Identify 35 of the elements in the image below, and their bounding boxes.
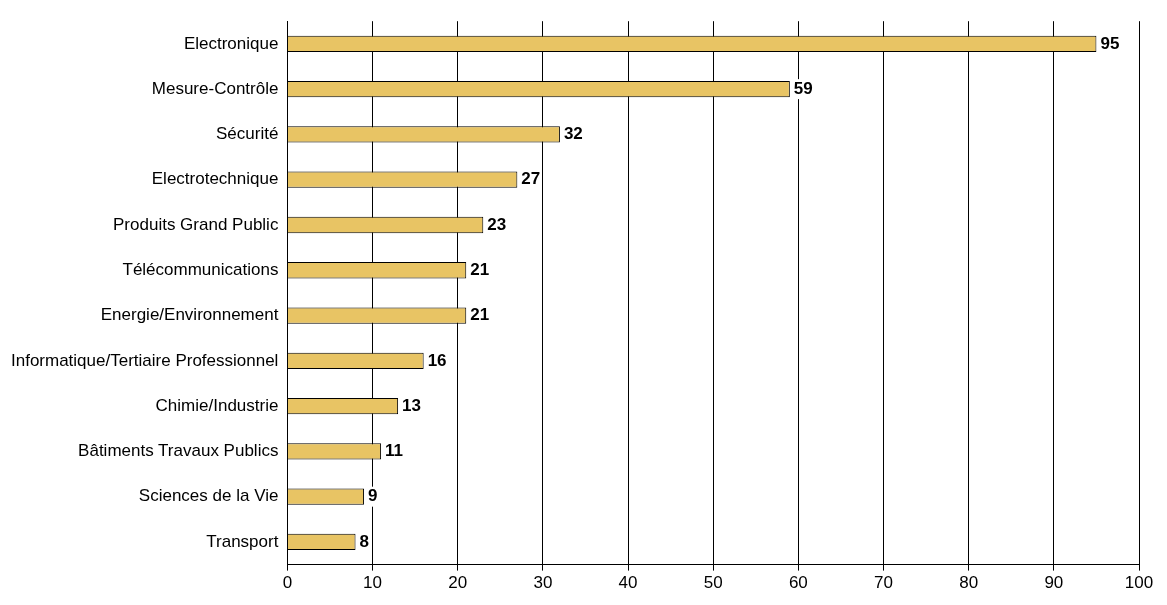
x-tick-label: 100 xyxy=(1124,573,1154,593)
y-tick-label: Informatique/Tertiaire Professionnel xyxy=(10,350,279,370)
x-tick-label: 70 xyxy=(874,573,893,593)
y-tick-label: Bâtiments Travaux Publics xyxy=(78,441,279,461)
data-label: 59 xyxy=(793,78,813,98)
y-tick-label: Mesure-Contrôle xyxy=(151,78,279,98)
x-tick-label: 60 xyxy=(788,573,808,593)
y-tick-label: Electronique xyxy=(183,33,279,53)
x-tick-label: 10 xyxy=(363,573,383,593)
y-tick-label: Electrotechnique xyxy=(151,169,279,189)
x-tick-label: 20 xyxy=(448,573,468,593)
y-tick-label: Télécommunications xyxy=(122,259,279,279)
data-label: 11 xyxy=(385,441,404,461)
data-label: 32 xyxy=(563,124,583,144)
y-tick-label: Sécurité xyxy=(216,124,279,144)
y-tick-label: Energie/Environnement xyxy=(100,305,279,325)
x-tick-label: 90 xyxy=(1044,573,1064,593)
x-tick-label: 0 xyxy=(282,573,293,593)
x-tick-label: 40 xyxy=(618,573,638,593)
data-label: 27 xyxy=(521,169,541,189)
x-tick-label: 30 xyxy=(533,573,553,593)
data-label: 95 xyxy=(1100,33,1120,53)
y-tick-label: Chimie/Industrie xyxy=(155,395,279,415)
data-label: 21 xyxy=(470,305,490,325)
x-tick-label: 50 xyxy=(703,573,723,593)
y-tick-label: Sciences de la Vie xyxy=(138,486,279,506)
data-label: 8 xyxy=(359,531,370,551)
x-tick-label: 80 xyxy=(959,573,979,593)
data-label: 21 xyxy=(470,259,490,279)
data-label: 9 xyxy=(368,486,378,506)
data-label: 13 xyxy=(402,395,422,415)
data-label: 23 xyxy=(487,214,507,234)
y-tick-label: Produits Grand Public xyxy=(113,214,279,234)
y-tick-label: Transport xyxy=(206,531,279,551)
data-label: 16 xyxy=(427,350,447,370)
